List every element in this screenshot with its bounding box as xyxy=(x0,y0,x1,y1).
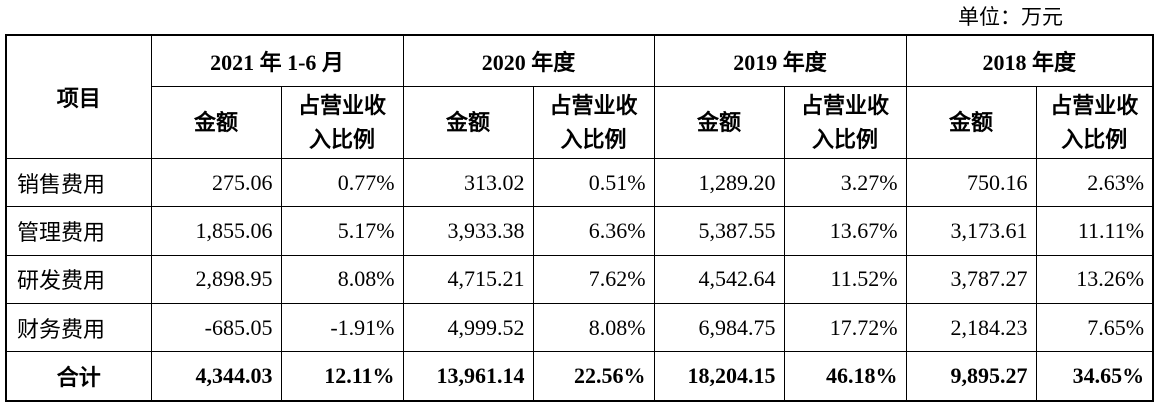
total-label: 合计 xyxy=(5,351,152,402)
header-amount: 金额 xyxy=(905,86,1037,159)
total-cell: 12.11% xyxy=(280,351,404,402)
header-item: 项目 xyxy=(5,34,152,159)
table-cell: 6.36% xyxy=(532,206,655,256)
table-cell: 11.11% xyxy=(1035,206,1154,256)
table-cell: 17.72% xyxy=(783,302,907,353)
table-cell: -685.05 xyxy=(150,302,282,353)
total-row: 合计 4,344.03 12.11% 13,961.14 22.56% 18,2… xyxy=(5,351,1154,402)
header-period-2020: 2020 年度 xyxy=(402,34,655,87)
row-label: 销售费用 xyxy=(5,157,152,208)
total-cell: 9,895.27 xyxy=(905,351,1037,402)
table-cell: 11.52% xyxy=(783,254,907,304)
table-row: 研发费用 2,898.95 8.08% 4,715.21 7.62% 4,542… xyxy=(5,254,1154,304)
total-cell: 13,961.14 xyxy=(402,351,534,402)
table-cell: 4,715.21 xyxy=(402,254,534,304)
table-cell: 750.16 xyxy=(905,157,1037,208)
table-cell: 0.77% xyxy=(280,157,404,208)
table-cell: 1,289.20 xyxy=(653,157,785,208)
row-label: 管理费用 xyxy=(5,206,152,256)
header-amount: 金额 xyxy=(653,86,785,159)
table-cell: -1.91% xyxy=(280,302,404,353)
header-period-2019: 2019 年度 xyxy=(653,34,907,87)
header-row-periods: 项目 2021 年 1-6 月 2020 年度 2019 年度 2018 年度 xyxy=(5,34,1154,159)
table-cell: 4,542.64 xyxy=(653,254,785,304)
header-ratio: 占营业收 入比例 xyxy=(783,86,907,159)
table-cell: 3,787.27 xyxy=(905,254,1037,304)
table-cell: 13.26% xyxy=(1035,254,1154,304)
table-cell: 2,898.95 xyxy=(150,254,282,304)
table-row: 管理费用 1,855.06 5.17% 3,933.38 6.36% 5,387… xyxy=(5,206,1154,256)
header-amount: 金额 xyxy=(150,86,282,159)
table-cell: 13.67% xyxy=(783,206,907,256)
total-cell: 4,344.03 xyxy=(150,351,282,402)
table-cell: 1,855.06 xyxy=(150,206,282,256)
table-cell: 5,387.55 xyxy=(653,206,785,256)
header-ratio: 占营业收 入比例 xyxy=(532,86,655,159)
table-row: 销售费用 275.06 0.77% 313.02 0.51% 1,289.20 … xyxy=(5,157,1154,208)
header-ratio: 占营业收 入比例 xyxy=(280,86,404,159)
table-cell: 275.06 xyxy=(150,157,282,208)
header-period-2018: 2018 年度 xyxy=(905,34,1154,87)
table-cell: 2.63% xyxy=(1035,157,1154,208)
table-cell: 4,999.52 xyxy=(402,302,534,353)
table-cell: 8.08% xyxy=(532,302,655,353)
header-ratio: 占营业收 入比例 xyxy=(1035,86,1154,159)
table-cell: 7.65% xyxy=(1035,302,1154,353)
row-label: 财务费用 xyxy=(5,302,152,353)
row-label: 研发费用 xyxy=(5,254,152,304)
header-period-2021h1: 2021 年 1-6 月 xyxy=(150,34,404,87)
table-cell: 5.17% xyxy=(280,206,404,256)
table-cell: 0.51% xyxy=(532,157,655,208)
unit-label: 单位：万元 xyxy=(958,5,1063,29)
table-cell: 3.27% xyxy=(783,157,907,208)
table-cell: 313.02 xyxy=(402,157,534,208)
table-cell: 8.08% xyxy=(280,254,404,304)
expense-table: 项目 2021 年 1-6 月 2020 年度 2019 年度 2018 年度 … xyxy=(5,34,1155,402)
header-amount: 金额 xyxy=(402,86,534,159)
total-cell: 34.65% xyxy=(1035,351,1154,402)
table-row: 财务费用 -685.05 -1.91% 4,999.52 8.08% 6,984… xyxy=(5,302,1154,353)
total-cell: 18,204.15 xyxy=(653,351,785,402)
table-cell: 2,184.23 xyxy=(905,302,1037,353)
table-cell: 7.62% xyxy=(532,254,655,304)
total-cell: 22.56% xyxy=(532,351,655,402)
total-cell: 46.18% xyxy=(783,351,907,402)
header-row-metrics: 金额 占营业收 入比例 金额 占营业收 入比例 金额 占营业收 入比例 金额 占营业收… xyxy=(6,86,1154,159)
table-cell: 6,984.75 xyxy=(653,302,785,353)
table-cell: 3,173.61 xyxy=(905,206,1037,256)
table-cell: 3,933.38 xyxy=(402,206,534,256)
